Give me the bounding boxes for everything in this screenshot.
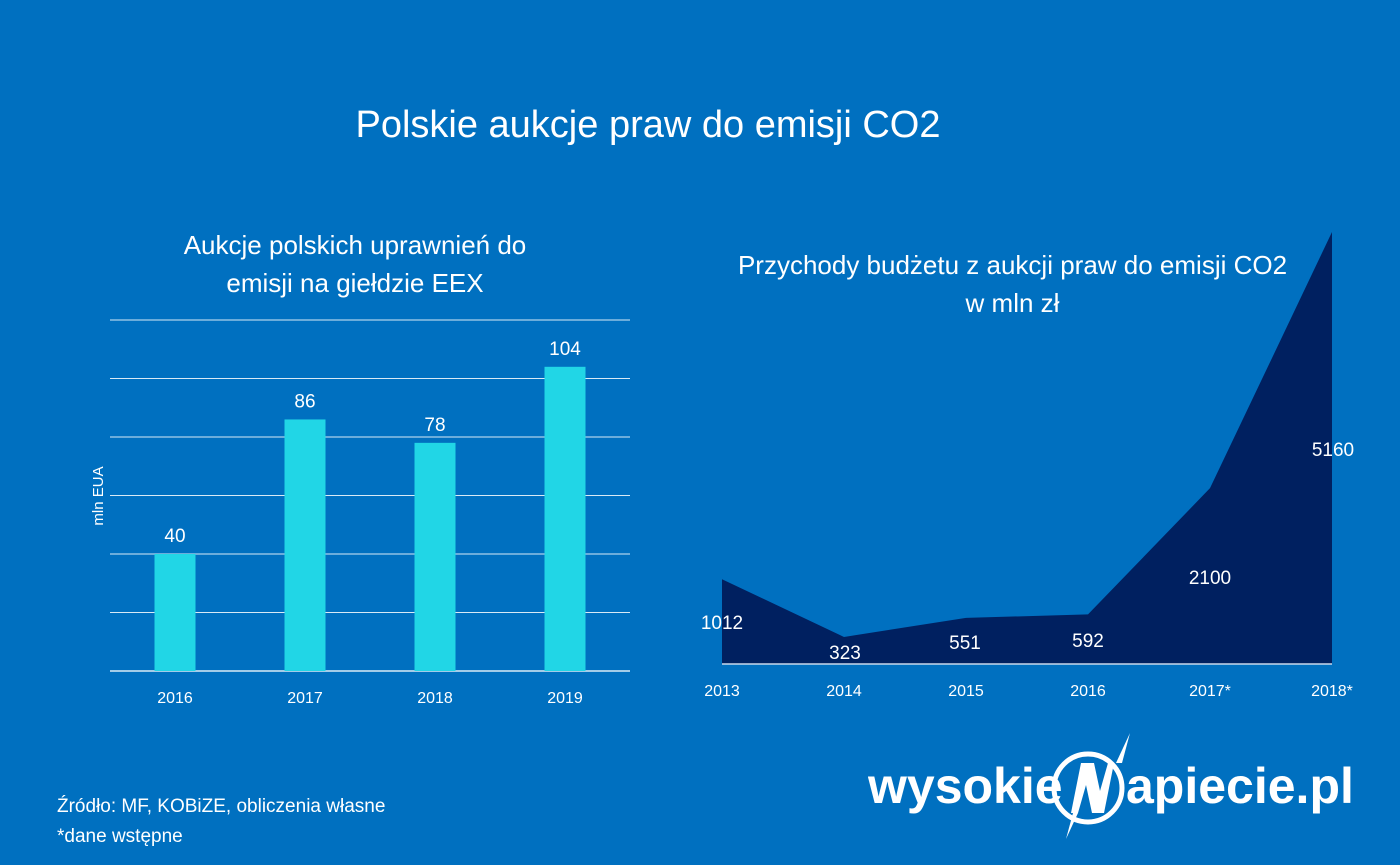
- bar-chart-title-line-1: Aukcje polskich uprawnień do: [183, 230, 527, 260]
- x-tick-label: 2016: [1070, 683, 1106, 700]
- x-tick-label: 2018*: [1311, 683, 1353, 700]
- bar-chart: 40 2016 86 2017 78 2018 104 2019 mln EUA: [90, 319, 630, 707]
- logo-n-bolt-icon: [1071, 763, 1114, 813]
- bar-data-label: 104: [549, 339, 581, 360]
- area-series: [722, 232, 1332, 664]
- bar-2017: [284, 419, 326, 671]
- area-chart-title-line-2: w mln zł: [965, 288, 1060, 318]
- area-chart-title-line-1: Przychody budżetu z aukcji praw do emisj…: [737, 250, 1288, 280]
- x-tick-label: 2017: [287, 690, 323, 707]
- bar-chart-title: Aukcje polskich uprawnień do emisji na g…: [110, 226, 600, 302]
- source-note: Źródło: MF, KOBiZE, obliczenia własne *d…: [57, 792, 385, 852]
- bar-2016: [154, 554, 196, 671]
- bar-2019: [544, 366, 586, 671]
- logo-bolt-bottom-icon: [1066, 813, 1078, 839]
- bar-data-label: 40: [164, 526, 185, 547]
- x-tick-label: 2017*: [1189, 683, 1231, 700]
- bar-data-label: 78: [424, 415, 445, 436]
- x-tick-label: 2013: [704, 683, 740, 700]
- x-tick-label: 2016: [157, 690, 193, 707]
- bar-chart-y-axis-label: mln EUA: [90, 466, 107, 525]
- x-tick-label: 2015: [948, 683, 984, 700]
- logo-circle-icon: [1051, 751, 1125, 825]
- logo-text-left: wysokie: [868, 758, 1063, 814]
- x-tick-label: 2018: [417, 690, 453, 707]
- bar-chart-title-line-2: emisji na giełdzie EEX: [226, 268, 484, 298]
- area-data-label: 5160: [1312, 440, 1354, 461]
- source-line: Źródło: MF, KOBiZE, obliczenia własne: [57, 796, 386, 817]
- area-data-label: 323: [829, 643, 861, 664]
- area-data-label: 1012: [701, 613, 743, 634]
- bar-data-label: 86: [294, 391, 315, 412]
- x-tick-label: 2014: [826, 683, 862, 700]
- footnote-line: *dane wstępne: [57, 826, 183, 847]
- wysokienapiecie-logo: wysokie apiecie.pl: [868, 733, 1354, 839]
- area-data-label: 592: [1072, 631, 1104, 652]
- page-title: Polskie aukcje praw do emisji CO2: [355, 104, 941, 146]
- area-chart-title: Przychody budżetu z aukcji praw do emisj…: [690, 246, 1335, 322]
- area-data-label: 2100: [1189, 568, 1231, 589]
- area-data-label: 551: [949, 633, 981, 654]
- logo-bolt-top-icon: [1116, 733, 1130, 763]
- bar-2018: [414, 442, 456, 671]
- logo-text-right: apiecie.pl: [1126, 758, 1354, 814]
- x-tick-label: 2019: [547, 690, 583, 707]
